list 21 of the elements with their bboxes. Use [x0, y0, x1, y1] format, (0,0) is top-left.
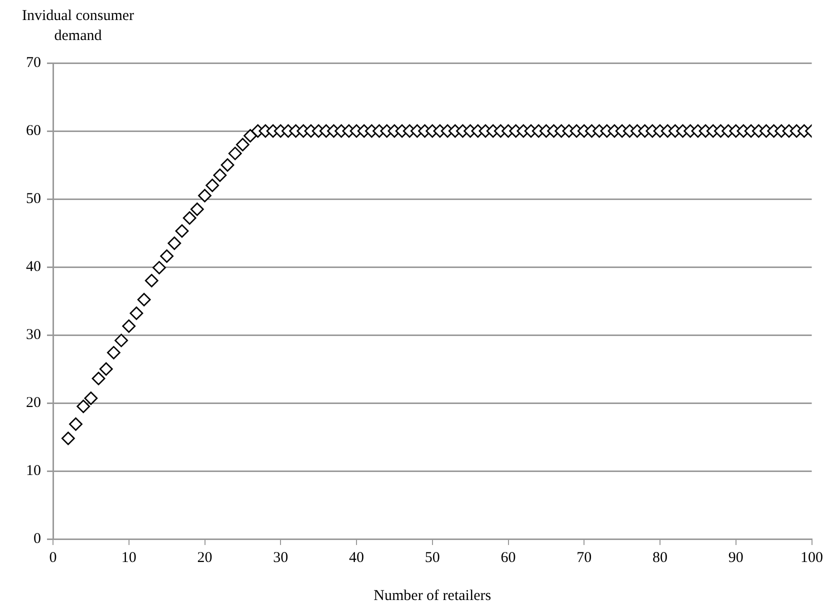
x-tick-label: 80 [652, 550, 668, 566]
x-tick-label: 20 [197, 550, 212, 566]
x-tick-label: 0 [49, 550, 57, 566]
y-axis-title: Invidual consumer demand [20, 7, 136, 46]
y-tick-label: 0 [34, 530, 41, 547]
x-axis-title: Number of retailers [374, 588, 492, 604]
y-tick-label: 60 [26, 122, 41, 139]
x-tick-label: 90 [728, 550, 744, 566]
x-tick-label: 70 [576, 550, 592, 566]
x-tick-label: 50 [424, 550, 440, 566]
y-tick-label: 30 [26, 326, 41, 343]
y-tick-label: 20 [26, 394, 41, 411]
y-tick-label: 10 [26, 462, 41, 479]
x-tick-label: 40 [349, 550, 364, 566]
y-tick-label: 40 [26, 258, 41, 275]
x-tick-label: 60 [500, 550, 516, 566]
y-tick-label: 70 [26, 54, 41, 71]
x-tick-label: 30 [273, 550, 288, 566]
y-tick-label: 50 [26, 190, 41, 207]
x-tick-label: 10 [121, 550, 136, 566]
x-tick-label: 100 [800, 550, 823, 566]
